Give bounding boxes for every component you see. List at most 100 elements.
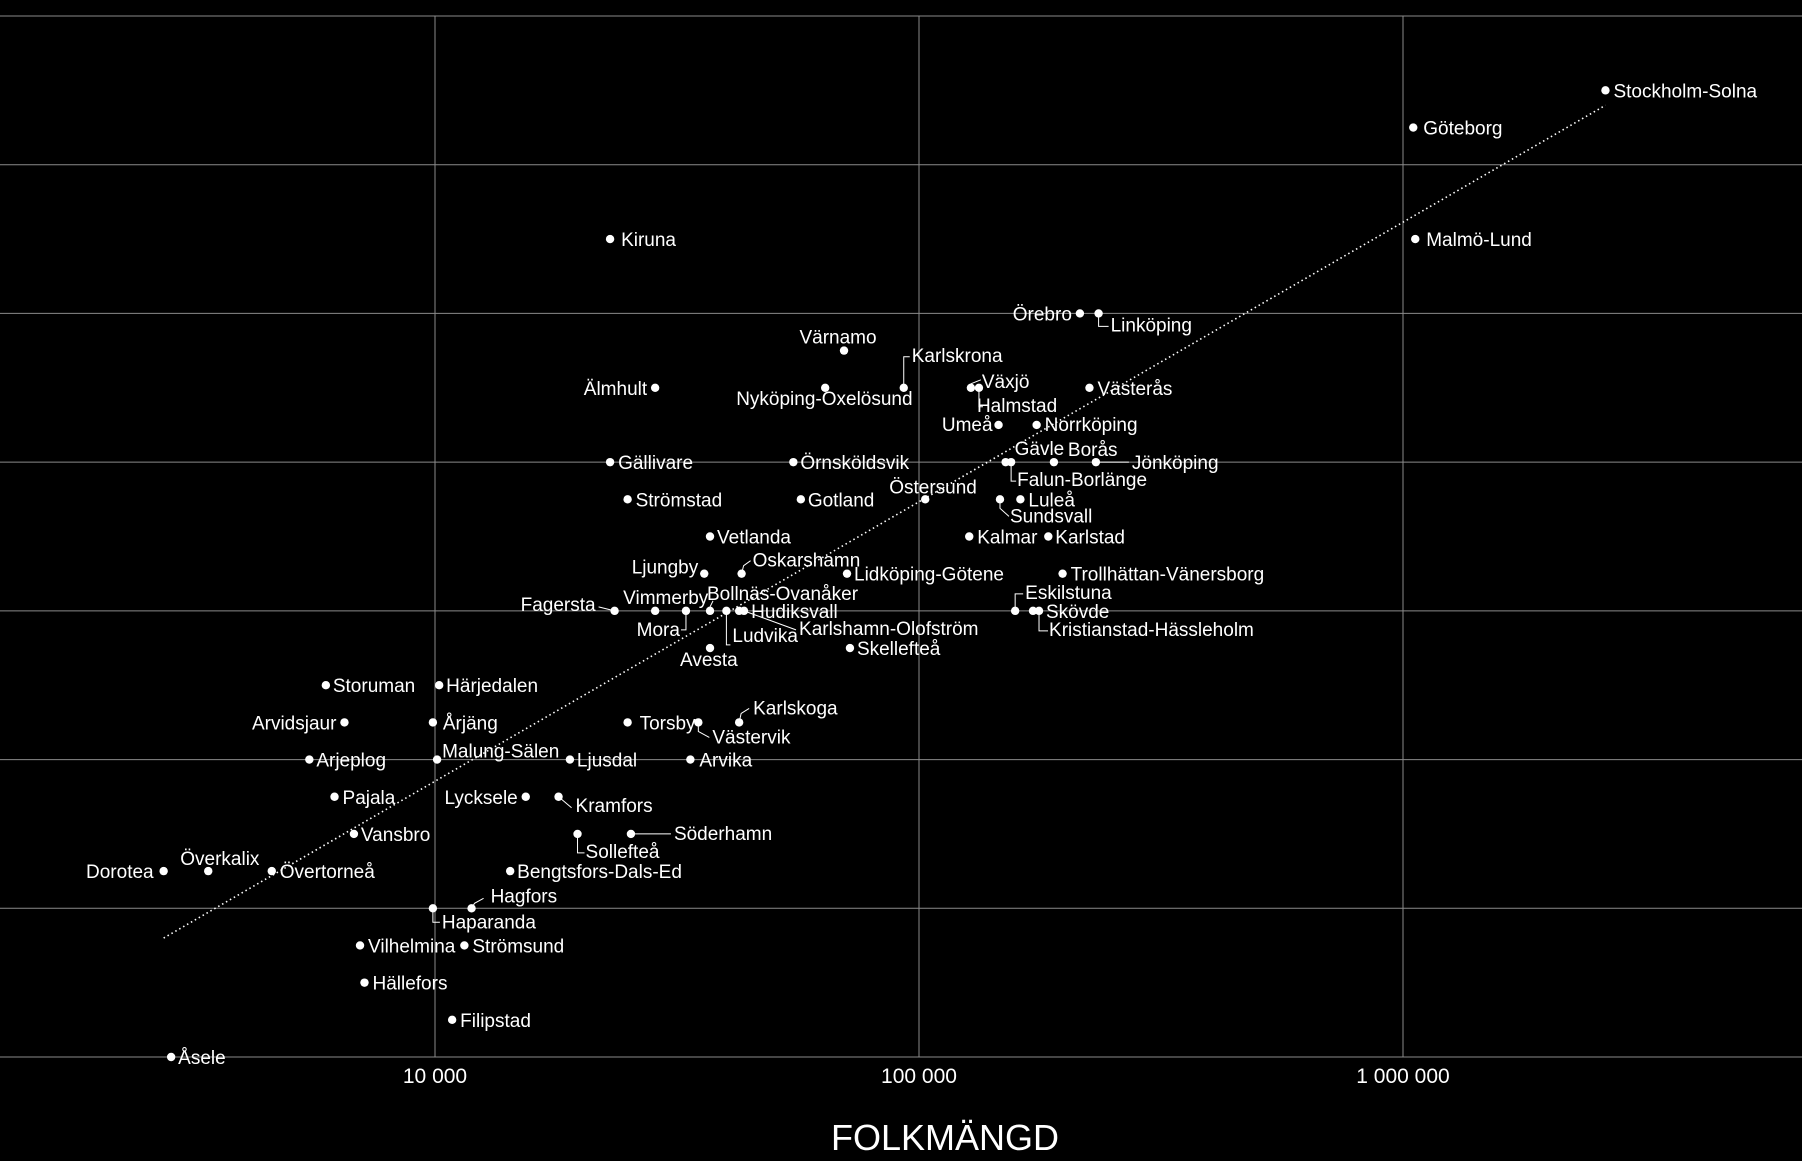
label-filipstad: Filipstad <box>460 1011 531 1032</box>
label-vilhelmina: Vilhelmina <box>368 936 456 957</box>
leader-linkoping <box>1098 313 1109 327</box>
point-karlshamn-olofstrom <box>739 606 749 616</box>
point-arjang <box>428 718 438 727</box>
label-sundsvall: Sundsvall <box>1010 506 1092 527</box>
label-kristianstad-hassleholm: Kristianstad-Hässleholm <box>1049 620 1254 641</box>
point-gotland <box>796 495 806 504</box>
label-gavle: Gävle <box>1015 439 1065 460</box>
point-mora <box>681 606 691 616</box>
label-arvidsjaur: Arvidsjaur <box>252 713 337 734</box>
x-tick-label: 10 000 <box>403 1065 467 1088</box>
point-karlskoga <box>734 718 744 727</box>
label-overtornea: Övertorneå <box>280 862 375 883</box>
leader-karlskrona <box>903 356 910 388</box>
trend-line <box>163 104 1606 939</box>
label-falun-borlange: Falun-Borlänge <box>1017 470 1147 491</box>
point-soderhamn <box>626 829 636 839</box>
point-vaxjo <box>966 383 976 392</box>
label-vasteras: Västerås <box>1097 379 1172 400</box>
label-solleftea: Sollefteå <box>586 842 660 863</box>
point-bollnas-ovanaker <box>705 606 715 616</box>
x-tick-label: 1 000 000 <box>1356 1065 1449 1088</box>
point-sundsvall <box>995 495 1005 504</box>
label-storuman: Storuman <box>333 676 415 697</box>
point-lidkoping-gotene <box>842 569 852 578</box>
point-lycksele <box>521 792 530 801</box>
data-points <box>159 86 1610 1062</box>
point-vansbro <box>349 829 359 839</box>
point-jonkoping <box>1091 457 1101 467</box>
point-asele <box>166 1052 176 1062</box>
label-skovde: Skövde <box>1046 602 1109 623</box>
point-stromstad <box>623 495 632 504</box>
point-vilhelmina <box>355 941 365 950</box>
point-bengtsfors-dals-ed <box>505 866 515 876</box>
point-vimmerby <box>650 606 660 616</box>
point-skelleftea <box>845 643 855 653</box>
label-kramfors: Kramfors <box>576 796 653 817</box>
point-kalmar <box>965 532 974 541</box>
label-haparanda: Haparanda <box>442 912 536 933</box>
label-arjeplog: Arjeplog <box>316 751 386 772</box>
leader-falun-borlange <box>1010 462 1017 482</box>
point-vastervik <box>694 718 703 727</box>
point-nykoping-oxelosund <box>820 383 830 392</box>
label-nykoping-oxelosund: Nyköping-Oxelösund <box>736 389 912 410</box>
point-linkoping <box>1094 309 1103 318</box>
point-overtornea <box>267 866 276 876</box>
point-halmstad <box>974 383 984 392</box>
point-kramfors <box>554 792 563 801</box>
label-arjang: Årjäng <box>443 713 498 734</box>
label-karlshamn-olofstrom: Karlshamn-Olofström <box>799 619 979 640</box>
x-axis-ticks: 10 000 100 000 1 000 000 <box>403 1065 1450 1088</box>
label-stromsund: Strömsund <box>472 936 564 957</box>
point-arvika <box>686 755 695 764</box>
label-ornskoldsvik: Örnsköldsvik <box>800 453 909 474</box>
label-vimmerby: Vimmerby <box>623 588 709 609</box>
point-kristianstad-hassleholm <box>1034 606 1044 616</box>
label-karlskrona: Karlskrona <box>912 346 1003 367</box>
leader-halmstad <box>978 387 983 408</box>
point-karlskrona <box>899 383 908 392</box>
label-karlstad: Karlstad <box>1055 528 1125 549</box>
point-torsby <box>623 718 632 727</box>
point-orebro <box>1075 309 1085 318</box>
point-trollhattan-vanersborg <box>1058 569 1067 578</box>
leader-karlshamn-olofstrom <box>743 610 797 631</box>
point-eskilstuna <box>1010 606 1020 616</box>
point-skovde <box>1028 606 1038 616</box>
label-linkoping: Linköping <box>1111 315 1192 336</box>
point-varnamo <box>839 346 849 355</box>
point-stockholm-solna <box>1601 86 1610 95</box>
point-ornskoldsvik <box>789 457 798 467</box>
label-jonkoping: Jönköping <box>1132 453 1219 474</box>
label-malung-salen: Malung-Sälen <box>442 742 559 763</box>
point-arvidsjaur <box>340 718 349 727</box>
label-bollnas-ovanaker: Bollnäs-Ovanåker <box>707 584 859 605</box>
label-kiruna: Kiruna <box>621 230 676 251</box>
point-filipstad <box>447 1015 457 1025</box>
point-goteborg <box>1409 123 1418 132</box>
label-lycksele: Lycksele <box>445 788 518 809</box>
label-overkalix: Överkalix <box>180 849 260 870</box>
label-halmstad: Halmstad <box>977 396 1057 417</box>
leader-haparanda <box>432 908 440 923</box>
point-solleftea <box>573 829 582 839</box>
point-labels: Stockholm-Solna Göteborg Malmö-Lund Kiruna Ö… <box>86 81 1757 1069</box>
label-harjedalen: Härjedalen <box>446 676 538 697</box>
label-eskilstuna: Eskilstuna <box>1025 583 1112 604</box>
point-vasteras <box>1085 383 1094 392</box>
label-lulea: Luleå <box>1028 490 1075 511</box>
label-umea: Umeå <box>942 415 993 436</box>
label-vaxjo: Växjö <box>982 372 1030 393</box>
leader-solleftea <box>577 833 585 854</box>
label-stockholm-solna: Stockholm-Solna <box>1613 81 1757 102</box>
label-lidkoping-gotene: Lidköping-Götene <box>854 565 1004 586</box>
point-hagfors <box>467 904 476 913</box>
point-haparanda <box>428 904 438 913</box>
leader-mora <box>680 610 687 631</box>
point-kiruna <box>605 234 615 244</box>
label-dorotea: Dorotea <box>86 862 154 883</box>
label-varnamo: Värnamo <box>799 328 876 349</box>
